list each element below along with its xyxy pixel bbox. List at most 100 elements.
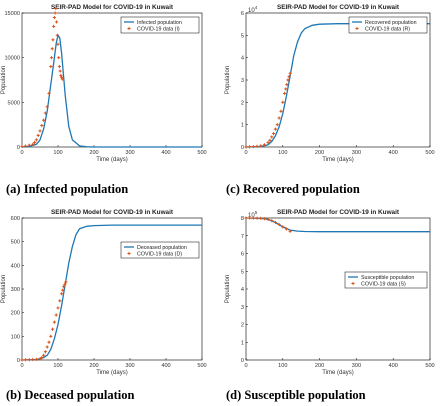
y-tick-label: 200 [11,311,20,317]
x-axis-label: Time (days) [322,157,353,163]
legend-marker-swatch [355,26,359,31]
data-point-dot [278,117,281,119]
data-point-dot [31,143,34,146]
caption-a: (a) Infected population [6,182,129,196]
chart-infected: SEIR-PAD Model for COVID-19 in Kuwait 0 10… [1,4,207,163]
data-point-dot [44,350,47,353]
data-point-dot [51,47,54,50]
legend-marker-swatch [127,26,131,31]
x-tick-label: 200 [89,363,98,369]
data-point-dot [35,138,38,141]
y-tick-label: 100 [11,334,20,340]
x-tick-label: 300 [352,150,361,156]
panel-d-susceptible: SEIR-PAD Model for COVID-19 in Kuwait 0 10… [220,203,440,406]
legend-marker-swatch [351,281,355,286]
data-point-dot [281,101,284,104]
x-axis-label: Time (days) [322,370,353,376]
y-tick-label: 300 [11,287,20,293]
legend-box [344,271,428,289]
data-point-dot [46,105,49,108]
y-tick-label: 7 [241,234,244,240]
chart-title: SEIR-PAD Model for COVID-19 in Kuwait [277,209,400,216]
x-tick-label: 0 [244,363,247,369]
y-tick-label: 6 [241,252,244,258]
x-axis-label: Time (days) [96,157,127,163]
data-point-dot [63,283,66,286]
data-point-dot [42,119,45,122]
panel-b-deceased: SEIR-PAD Model for COVID-19 in Kuwait 0 10… [0,203,220,406]
data-point-dot [280,110,282,113]
chart-recovered: SEIR-PAD Model for COVID-19 in Kuwait 0 10… [225,4,435,163]
data-point-dot [285,228,288,230]
x-tick-label: 200 [315,363,324,369]
data-point-dot [54,12,57,14]
x-tick-label: 400 [389,150,398,156]
data-point-dot [57,43,59,46]
data-point-dot [59,70,62,72]
data-point-dot [284,88,287,90]
chart-title: SEIR-PAD Model for COVID-19 in Kuwait [277,4,400,11]
exponent-base: 10 [248,213,255,219]
x-tick-label: 100 [278,150,287,156]
data-point-dot [53,321,56,324]
panel-c-recovered: SEIR-PAD Model for COVID-19 in Kuwait 0 10… [220,0,440,203]
data-point-dot [276,123,279,126]
y-tick-label: 500 [11,240,20,246]
y-tick-label: 0 [17,145,20,151]
data-point-dot [58,299,61,302]
exponent-power: 5 [255,210,258,215]
x-tick-label: 400 [161,363,170,369]
x-tick-label: 100 [53,363,62,369]
data-point-dot [58,65,61,68]
x-tick-label: 500 [425,150,434,156]
exponent-base: 10 [248,8,255,14]
data-point-dot [50,56,53,59]
data-point-dot [269,139,271,142]
data-point-dot [21,359,23,361]
x-tick-label: 400 [161,150,170,156]
y-tick-label: 5 [241,269,244,275]
data-point-dot [283,92,286,95]
y-tick-label: 6 [241,11,244,17]
data-point-dot [37,134,40,137]
y-tick-label: 0 [241,358,244,364]
data-point-dot [33,141,36,144]
data-point-dot [252,217,255,219]
data-point-dot [44,112,47,114]
data-point-dot [65,281,67,283]
data-point-dot [52,25,55,28]
x-tick-label: 300 [352,363,361,369]
x-tick-label: 0 [244,150,247,156]
y-tick-label: 5000 [8,100,20,106]
data-point-dot [274,221,277,224]
data-point-dot [52,38,54,41]
plot-area [21,217,203,361]
x-axis-label: Time (days) [96,370,127,376]
data-point-dot [51,328,54,331]
x-tick-label: 100 [278,363,287,369]
y-axis-exponent: 105 [248,210,258,219]
chart-title: SEIR-PAD Model for COVID-19 in Kuwait [51,4,174,11]
data-point-dot [248,145,251,148]
data-point-dot [24,145,27,148]
data-point-dot [287,79,289,81]
x-tick-label: 300 [125,150,134,156]
x-tick-label: 200 [315,150,324,156]
legend-marker-swatch [127,251,131,256]
chart-susceptible: SEIR-PAD Model for COVID-19 in Kuwait 0 10… [225,209,435,376]
x-tick-label: 300 [125,363,134,369]
y-tick-label: 2 [241,323,244,329]
legend-entry-model: Susceptible population [361,275,414,281]
legend-entry-data: COVID-19 data (D) [137,252,182,258]
y-tick-label: 3 [241,305,244,311]
data-point-dot [39,130,41,132]
legend-entry-model: Recovered population [365,20,417,26]
chart-deceased: SEIR-PAD Model for COVID-19 in Kuwait 0 10… [1,209,207,376]
y-axis-label: Population [1,66,7,94]
data-point-dot [62,285,65,288]
y-axis-label: Population [1,275,7,303]
data-point-dot [281,225,284,228]
data-point-dot [270,219,273,222]
caption-d: (d) Susceptible population [226,388,366,402]
legend-entry-data: COVID-19 data (R) [365,27,410,33]
